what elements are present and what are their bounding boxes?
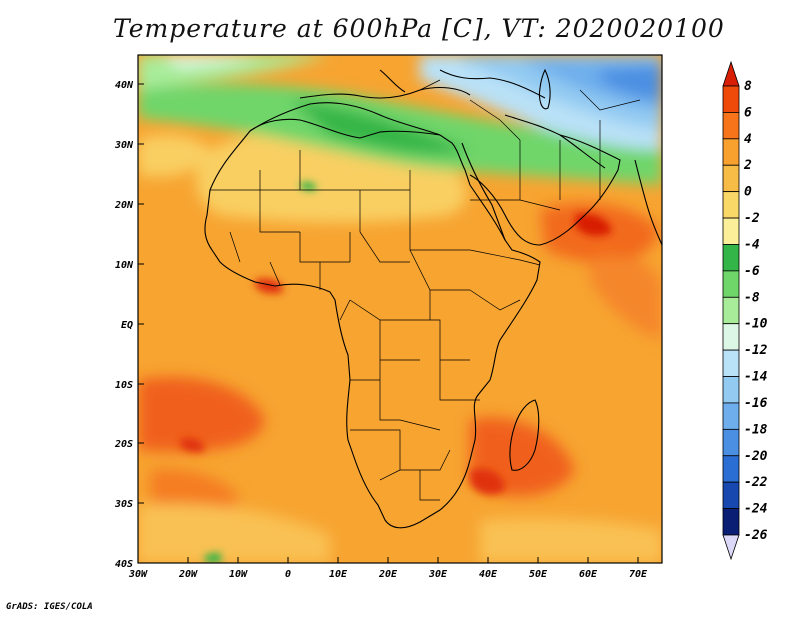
colorbar-label: 4 xyxy=(744,132,752,147)
longitude-labels: 30W 20W 10W 0 10E 20E 30E 40E 50E 60E 70… xyxy=(128,569,648,580)
colorbar-box xyxy=(722,85,740,113)
colorbar-bottom-arrow xyxy=(722,534,740,561)
colorbar-label: -20 xyxy=(744,449,768,464)
tick-marks xyxy=(138,83,639,563)
colorbar-box xyxy=(722,376,740,404)
colorbar-box xyxy=(722,164,740,193)
colorbar-label: -2 xyxy=(744,211,760,226)
colorbar-label: 6 xyxy=(744,105,752,120)
country-borders xyxy=(210,79,641,501)
colorbar-box xyxy=(722,323,740,351)
lon-label: 50E xyxy=(529,569,548,580)
lat-label: EQ xyxy=(121,320,133,331)
lat-label: 20S xyxy=(114,439,133,450)
lon-label: 20W xyxy=(178,569,198,580)
colorbar-top-arrow xyxy=(722,60,740,87)
colorbar-label: -12 xyxy=(744,343,768,358)
madagascar xyxy=(509,399,540,471)
colorbar-label: -16 xyxy=(744,396,768,411)
colorbar-label: 2 xyxy=(743,158,752,173)
red-sea xyxy=(461,142,506,241)
colorbar: 8 6 4 2 0 -2 -4 -6 -8 -10 -12 -14 -16 -18 -20 -22 -24 -26 xyxy=(722,60,768,561)
coastlines xyxy=(204,68,662,529)
colorbar-box xyxy=(722,191,740,219)
colorbar-box xyxy=(722,138,740,166)
colorbar-label: -22 xyxy=(744,475,768,490)
lat-label: 10S xyxy=(115,380,133,391)
plot-frame xyxy=(137,54,663,564)
colorbar-box xyxy=(722,112,740,140)
latitude-labels: 40N 30N 20N 10N EQ 10S 20S 30S 40S xyxy=(114,80,134,570)
mediterranean-coast xyxy=(249,69,546,136)
lon-label: 0 xyxy=(285,569,291,580)
lat-label: 10N xyxy=(115,260,134,271)
lon-label: 20E xyxy=(378,569,398,580)
lat-label: 30S xyxy=(114,499,133,510)
africa-coastline xyxy=(204,118,541,529)
colorbar-label: 0 xyxy=(744,185,752,200)
grads-credit: GrADS: IGES/COLA xyxy=(6,602,93,612)
lat-label: 40S xyxy=(115,559,133,570)
lon-label: 10W xyxy=(229,569,248,580)
colorbar-label: -10 xyxy=(744,317,768,332)
colorbar-box xyxy=(722,270,740,298)
colorbar-box xyxy=(722,402,740,430)
lat-label: 30N xyxy=(114,140,134,151)
colorbar-label: -24 xyxy=(744,502,768,517)
lon-label: 30W xyxy=(128,569,148,580)
colorbar-box xyxy=(722,349,740,377)
lat-label: 20N xyxy=(114,200,134,211)
india-coast xyxy=(634,159,662,246)
colorbar-box xyxy=(722,428,740,457)
lon-label: 60E xyxy=(579,569,598,580)
lon-label: 70E xyxy=(629,569,648,580)
colorbar-box xyxy=(722,455,740,483)
colorbar-box xyxy=(722,508,740,536)
lon-label: 30E xyxy=(428,569,448,580)
colorbar-label: -18 xyxy=(744,422,768,437)
lat-label: 40N xyxy=(115,80,134,91)
colorbar-label: -4 xyxy=(744,237,760,252)
lon-label: 40E xyxy=(479,569,498,580)
colorbar-label: -26 xyxy=(744,528,768,543)
caspian-sea xyxy=(538,68,551,110)
colorbar-label: -14 xyxy=(744,370,768,385)
colorbar-box xyxy=(722,217,740,245)
persian-gulf xyxy=(559,134,606,169)
map-title: Temperature at 600hPa [C], VT: 202002010… xyxy=(113,14,725,43)
colorbar-box xyxy=(722,481,740,509)
colorbar-label: 8 xyxy=(744,79,752,94)
colorbar-label: -6 xyxy=(744,264,760,279)
lon-label: 10E xyxy=(329,569,348,580)
colorbar-box xyxy=(722,296,740,325)
colorbar-label: -8 xyxy=(744,290,760,305)
colorbar-box xyxy=(722,244,740,272)
